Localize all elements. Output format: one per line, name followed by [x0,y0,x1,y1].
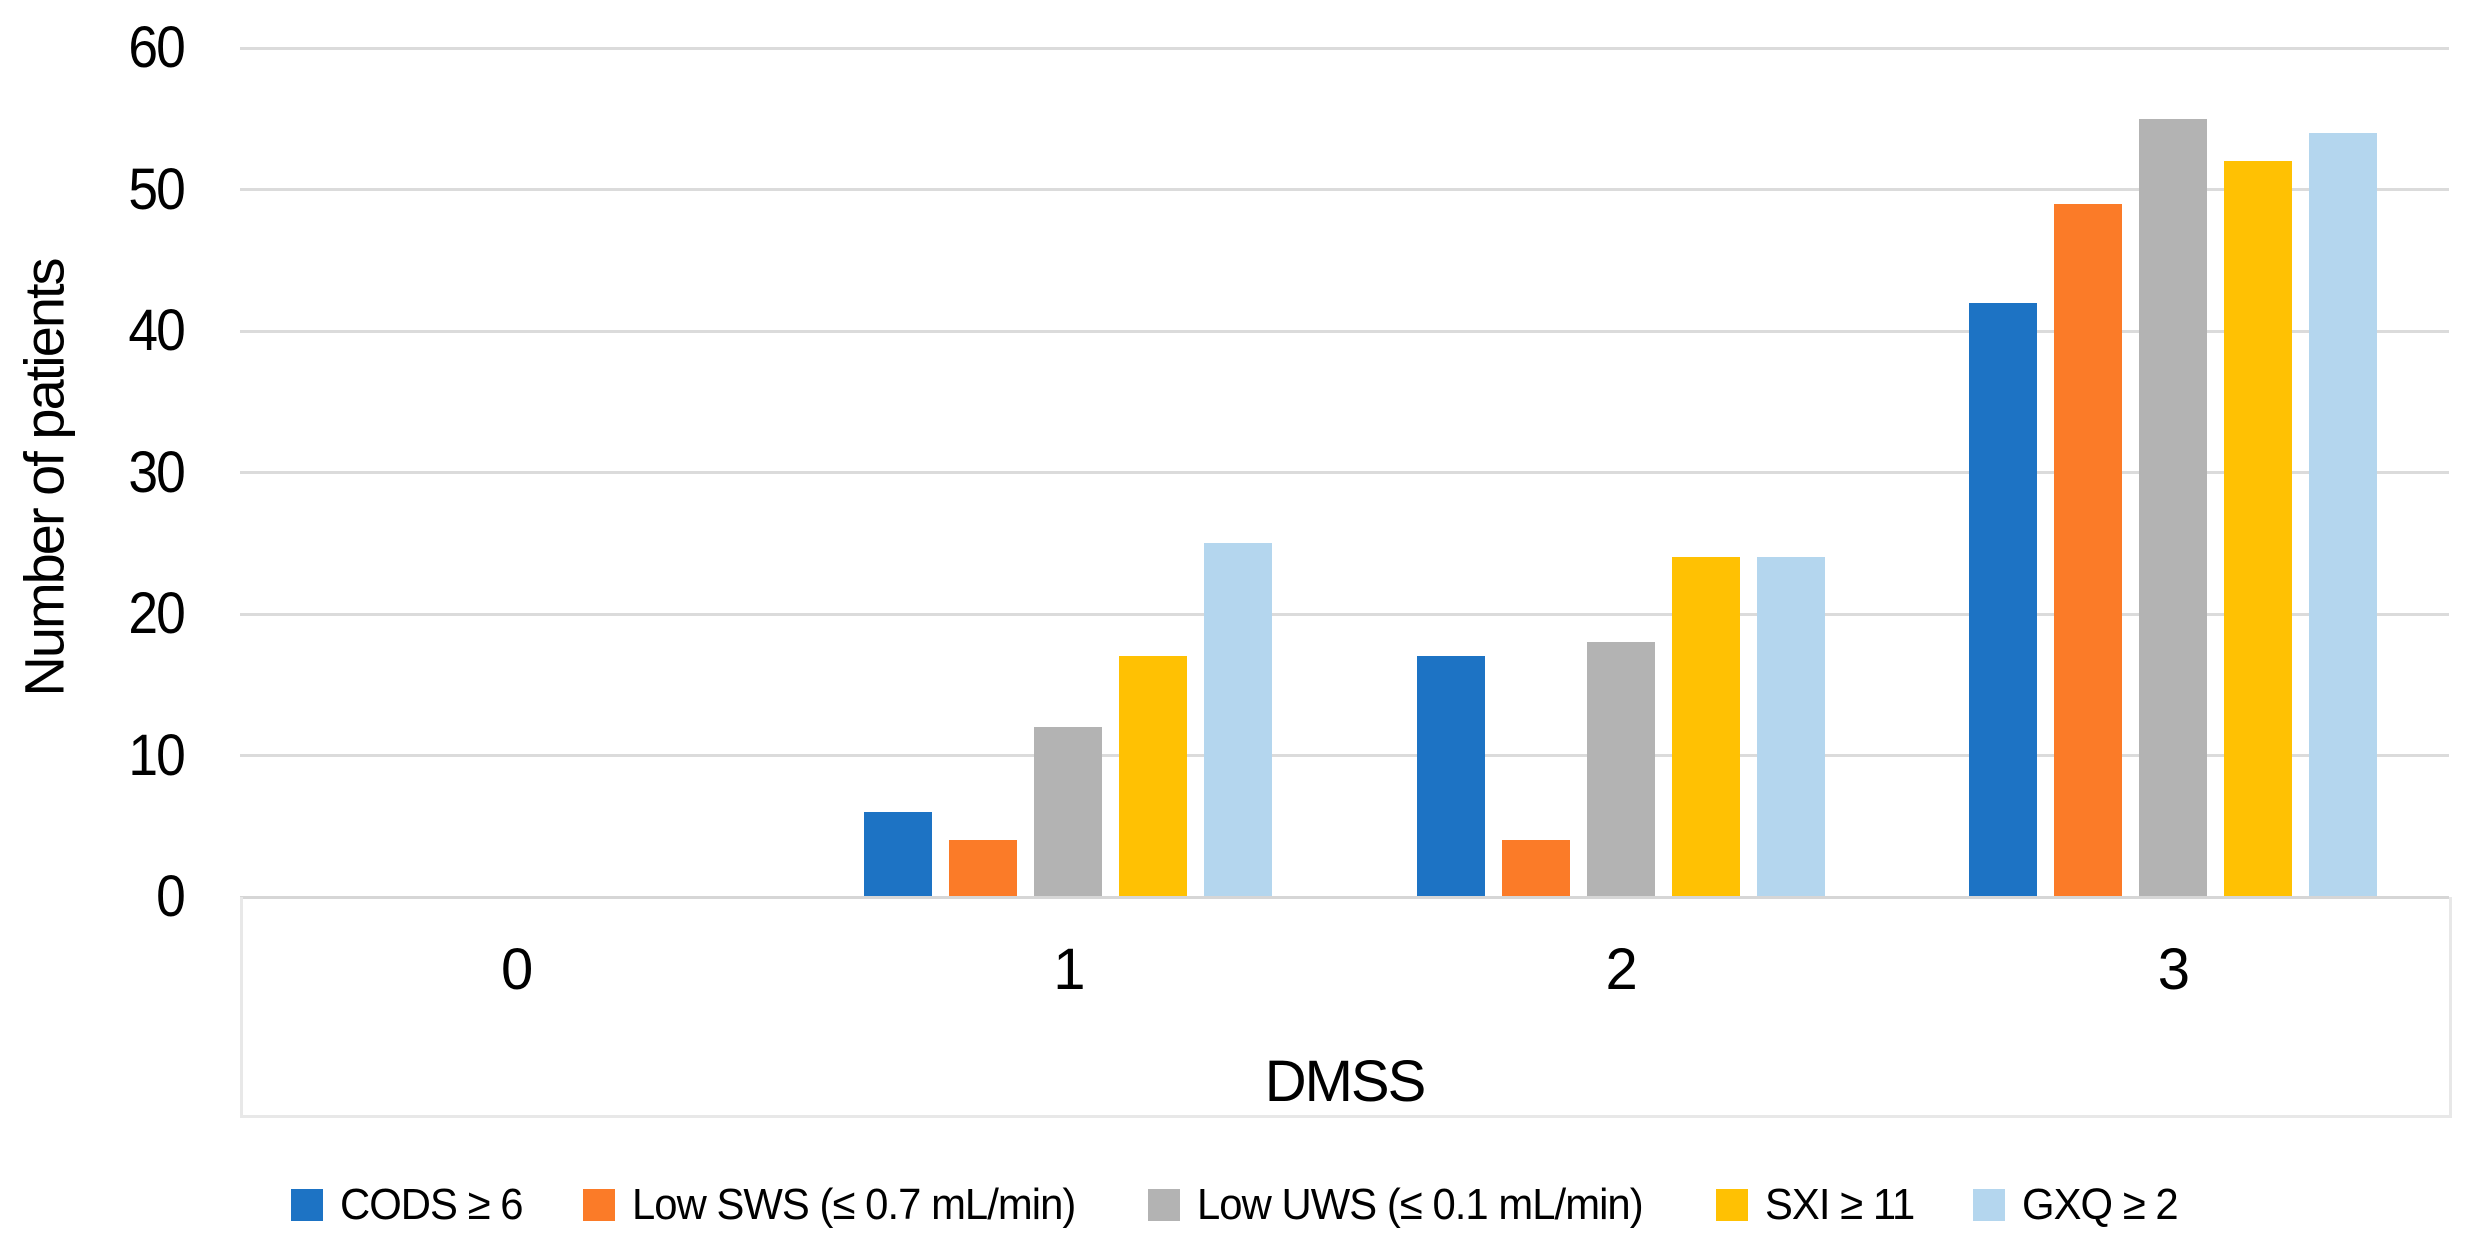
legend-label-1: Low SWS (≤ 0.7 mL/min) [631,1180,1076,1229]
legend: CODS ≥ 6 Low SWS (≤ 0.7 mL/min) Low UWS (≤… [0,1173,2477,1237]
bar-series4-cat3 [2308,132,2377,897]
gridline-40 [240,329,2449,333]
bar-series0-cat3 [1968,302,2037,897]
bar-series0-cat1 [864,812,933,897]
bar-series1-cat3 [2053,203,2122,897]
gridline-50 [240,188,2449,191]
y-tick-label-60: 60 [128,15,186,80]
legend-swatch-3 [1716,1189,1749,1221]
bar-series3-cat2 [1671,557,1740,897]
bar-series4-cat1 [1204,543,1273,897]
bar-series3-cat1 [1119,656,1188,897]
bar-series3-cat3 [2223,161,2292,897]
legend-label-0: CODS ≥ 6 [340,1180,524,1229]
axis-label-frame [240,897,2452,1118]
bar-series2-cat1 [1034,727,1103,897]
bar-series2-cat2 [1586,642,1655,897]
gridline-20 [240,612,2449,616]
bar-series0-cat2 [1416,656,1485,897]
gridline-30 [240,471,2449,474]
x-axis-line [240,895,2449,899]
bar-series1-cat2 [1501,840,1570,897]
legend-item-2: Low UWS (≤ 0.1 mL/min) [1148,1180,1666,1230]
gridline-10 [240,754,2449,757]
x-tick-label-0: 0 [500,937,533,1002]
legend-item-1: Low SWS (≤ 0.7 mL/min) [582,1180,1099,1230]
bar-series4-cat2 [1756,557,1825,897]
legend-swatch-4 [1972,1189,2005,1221]
x-axis-title: DMSS [1264,1049,1427,1114]
y-tick-label-0: 0 [156,864,186,929]
legend-swatch-0 [291,1189,324,1221]
legend-swatch-2 [1148,1189,1181,1221]
legend-label-2: Low UWS (≤ 0.1 mL/min) [1197,1180,1644,1229]
legend-label-4: GXQ ≥ 2 [2021,1180,2179,1229]
y-tick-label-20: 20 [128,581,186,646]
legend-item-0: CODS ≥ 6 [291,1180,532,1230]
y-tick-label-30: 30 [128,439,186,505]
legend-swatch-1 [582,1189,615,1221]
bar-series2-cat3 [2138,118,2207,897]
legend-item-4: GXQ ≥ 2 [1972,1180,2186,1230]
legend-item-3: SXI ≥ 11 [1716,1180,1922,1230]
bar-series1-cat1 [949,840,1018,897]
x-tick-label-1: 1 [1053,937,1085,1002]
x-tick-label-2: 2 [1605,937,1637,1002]
y-tick-label-50: 50 [128,156,186,222]
y-tick-label-10: 10 [128,722,186,788]
legend-label-3: SXI ≥ 11 [1765,1180,1915,1229]
x-tick-label-3: 3 [2157,937,2190,1002]
y-tick-label-40: 40 [128,298,186,363]
gridline-60 [240,46,2449,50]
